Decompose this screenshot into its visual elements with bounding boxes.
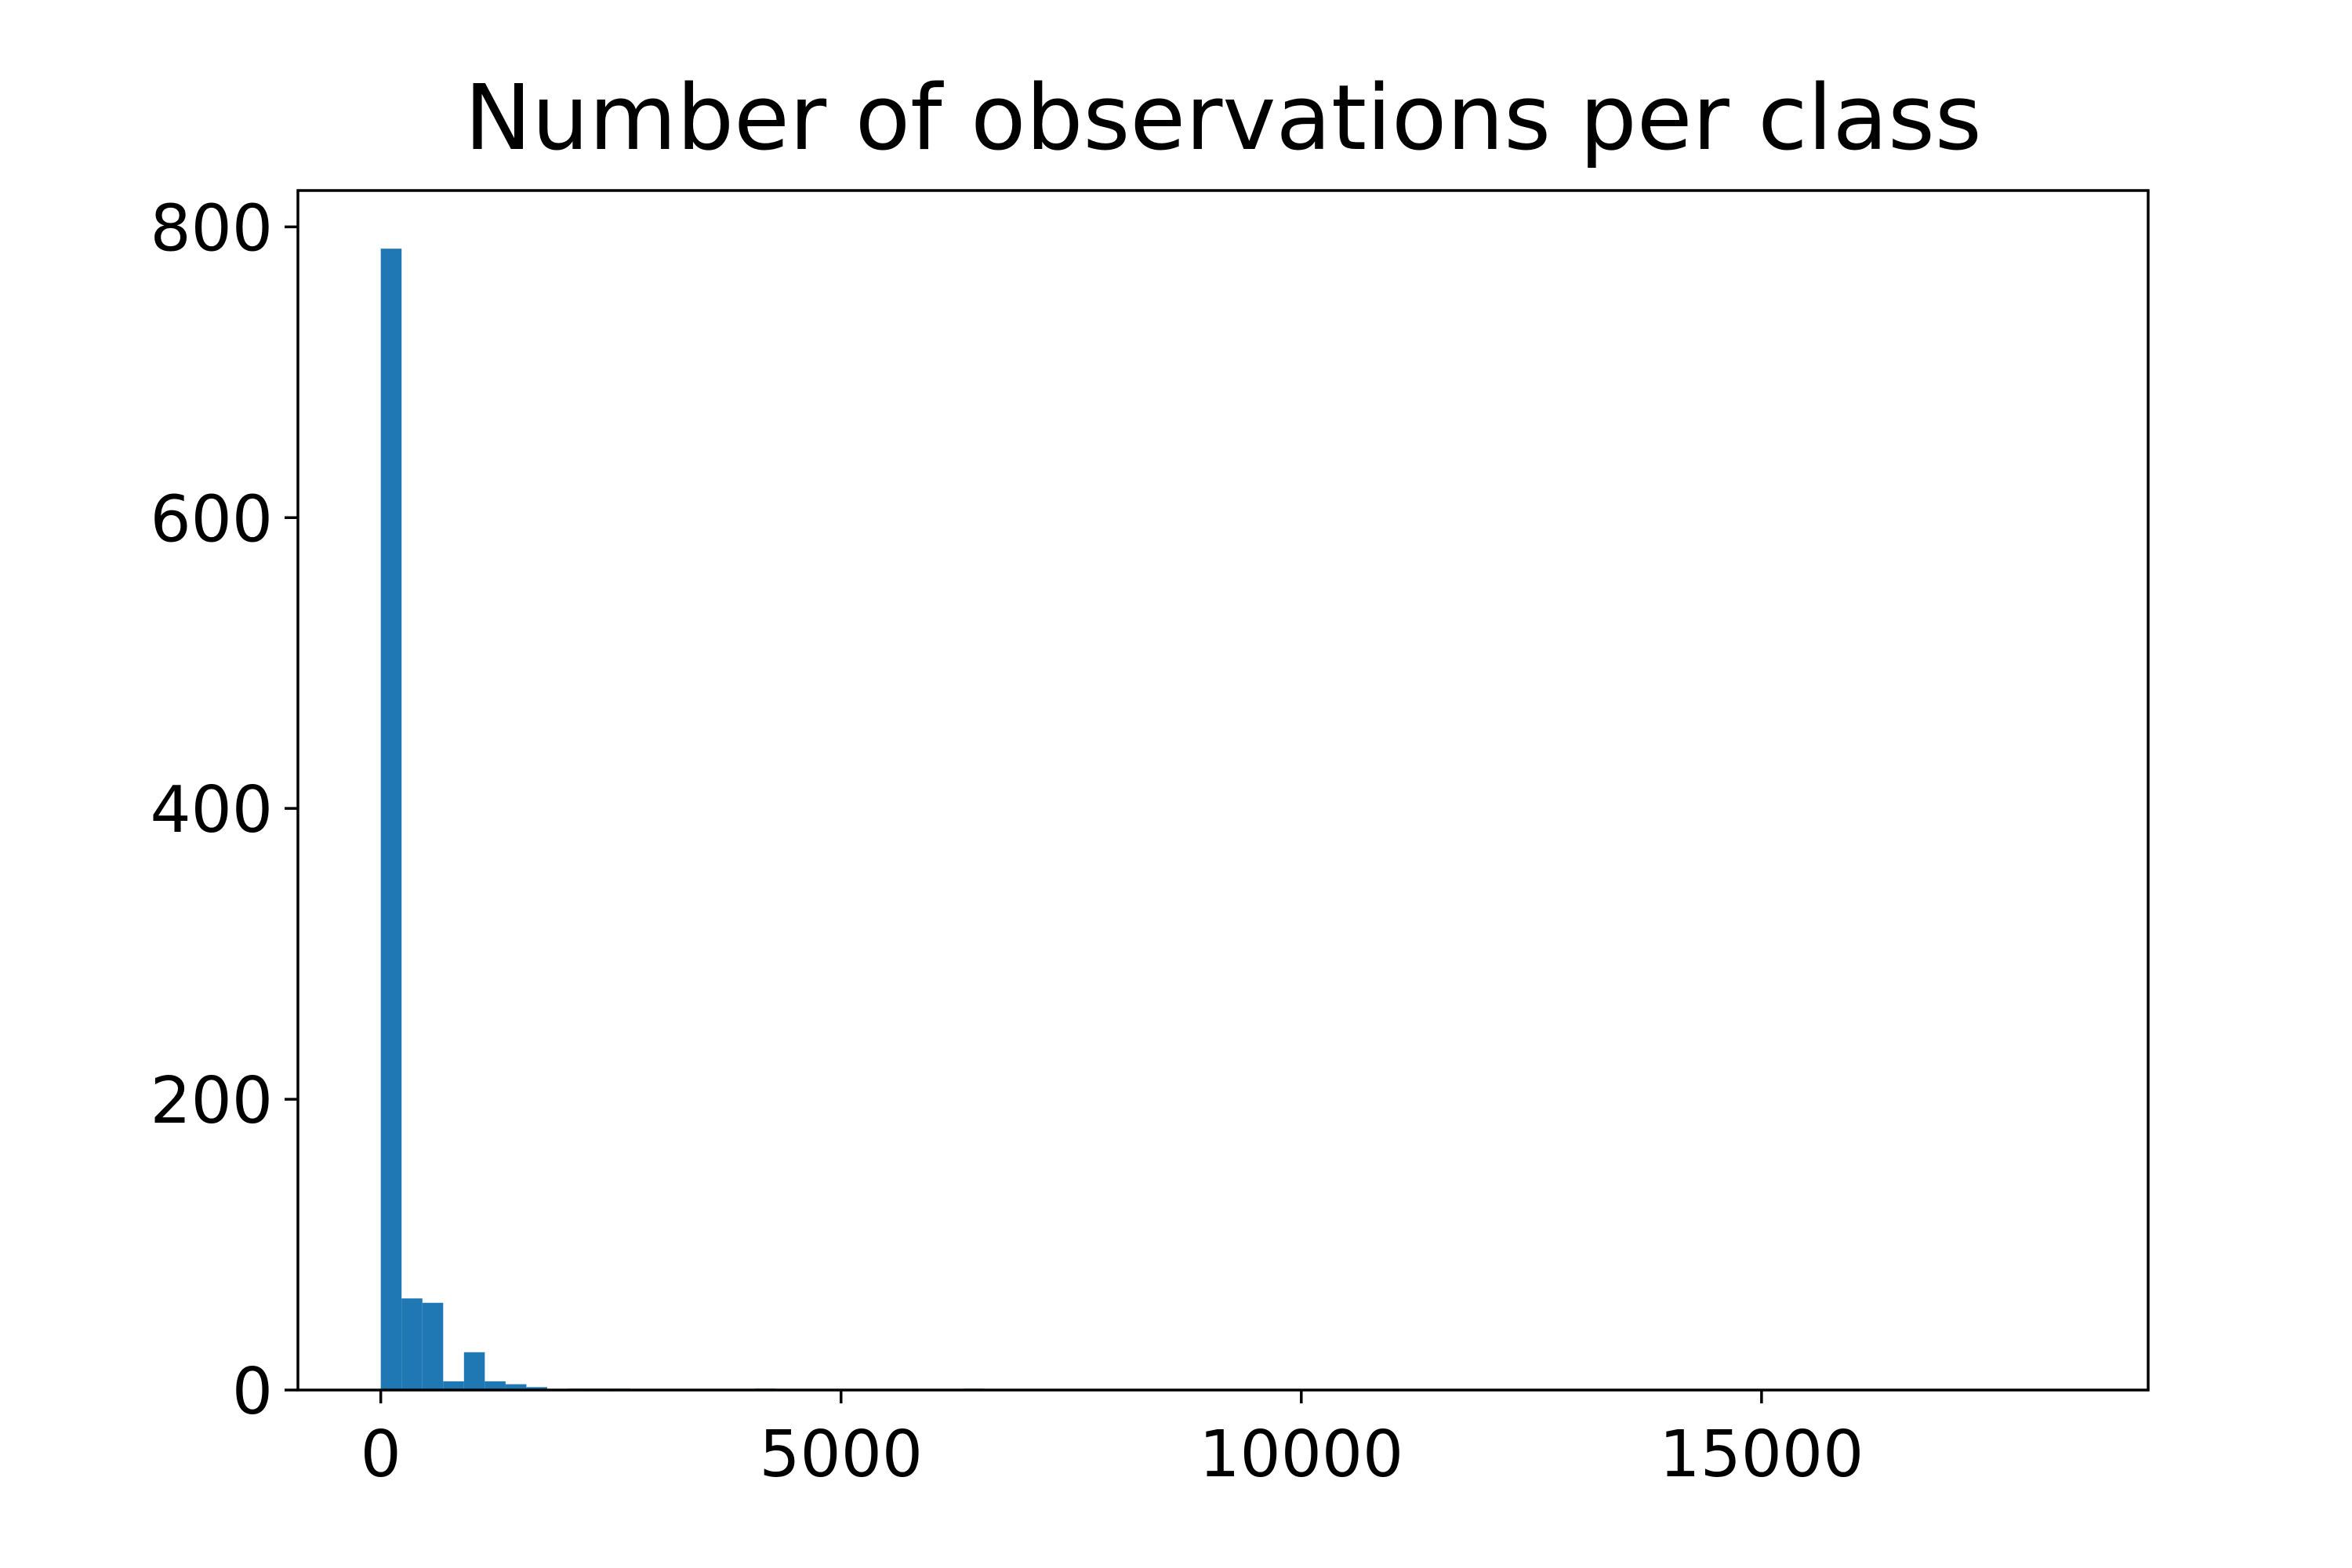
histogram-bars — [380, 249, 985, 1390]
x-tick-label: 10000 — [1199, 1417, 1403, 1492]
histogram-bar-1 — [401, 1298, 423, 1390]
y-tick-label: 600 — [150, 482, 273, 557]
histogram-bar-5 — [485, 1381, 506, 1390]
histogram-bar-3 — [443, 1381, 464, 1390]
y-axis: 0 200 400 600 800 — [150, 191, 298, 1429]
histogram-bar-7 — [526, 1387, 547, 1390]
histogram-bar-2 — [422, 1302, 444, 1390]
y-tick-label: 200 — [150, 1064, 273, 1138]
x-tick-label: 5000 — [759, 1417, 923, 1492]
histogram-bar-6 — [505, 1384, 527, 1390]
x-tick-label: 0 — [361, 1417, 401, 1492]
histogram-bar-4 — [463, 1352, 485, 1390]
y-tick-label: 0 — [232, 1355, 273, 1429]
x-tick-label: 15000 — [1659, 1417, 1864, 1492]
histogram-bar-0 — [380, 249, 402, 1390]
plot-frame — [296, 189, 2150, 1392]
x-axis: 0 5000 10000 15000 — [361, 1390, 1864, 1492]
chart-title: Number of observations per class — [464, 66, 1982, 171]
y-tick-label: 400 — [150, 773, 273, 848]
y-tick-label: 800 — [150, 191, 273, 266]
